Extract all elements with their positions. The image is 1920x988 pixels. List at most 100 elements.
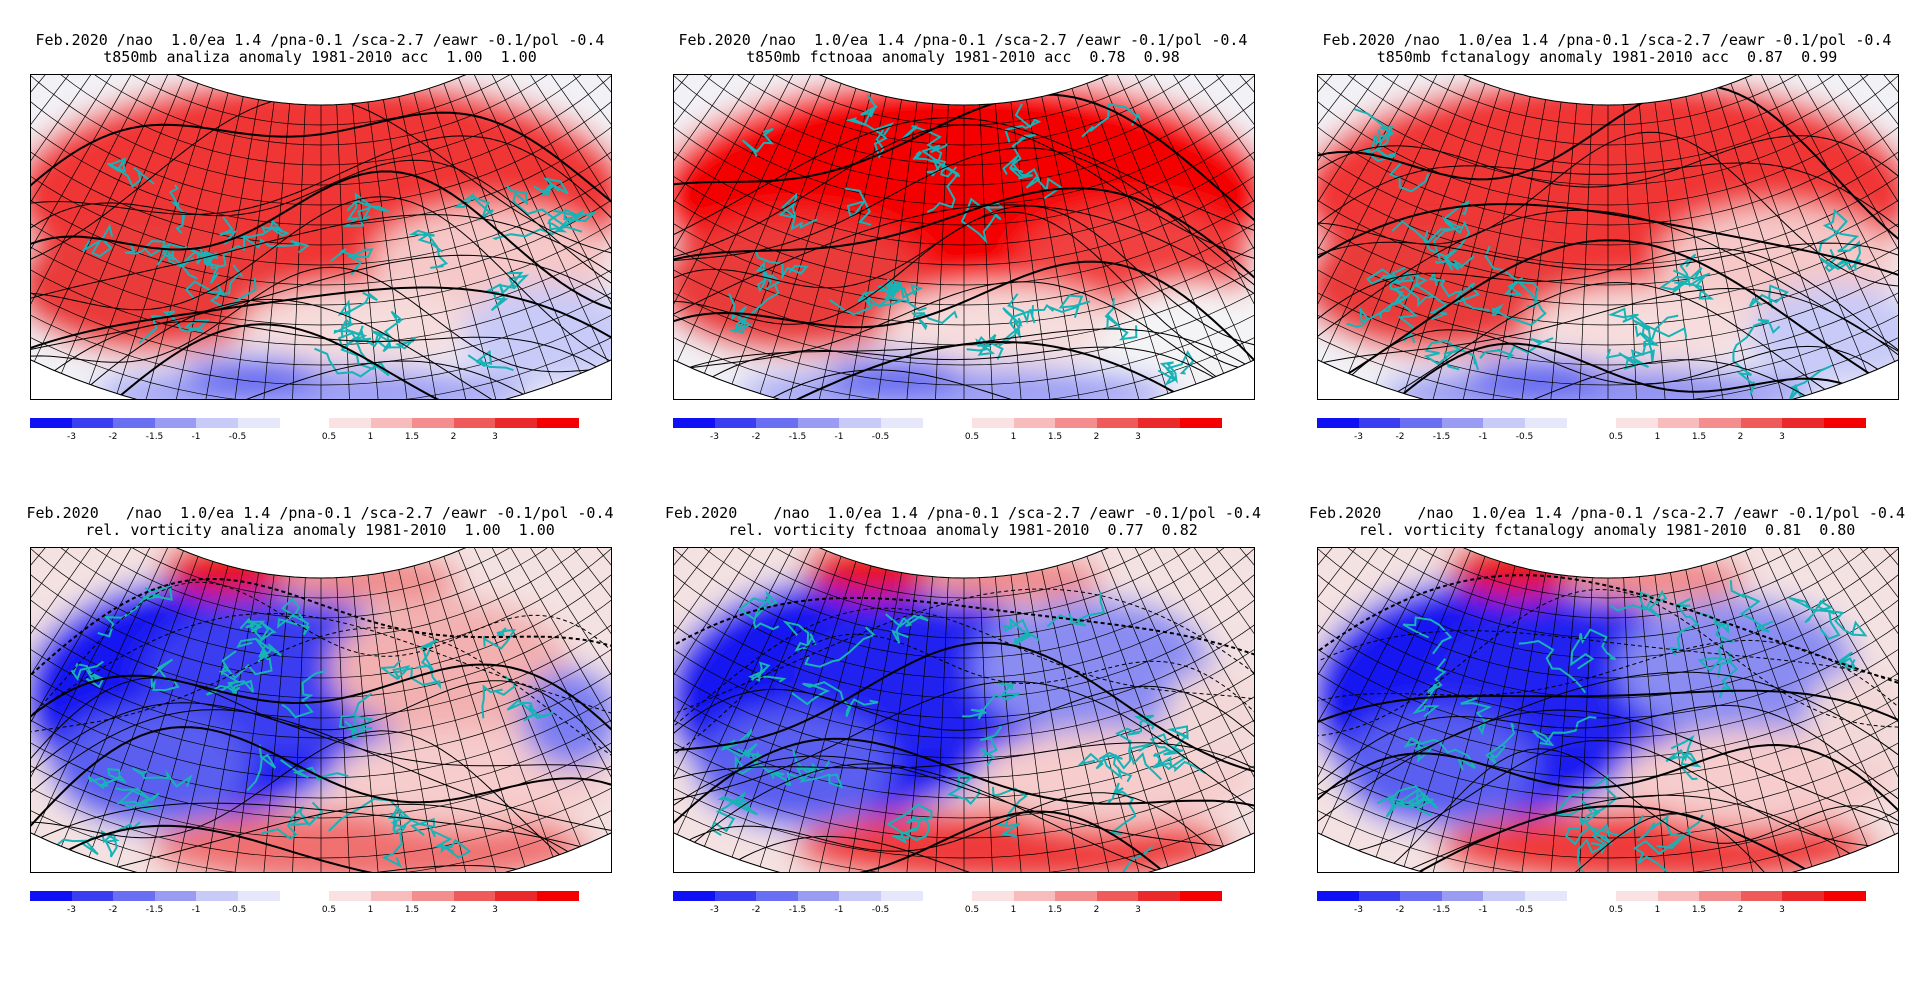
map-frame xyxy=(673,74,1255,400)
colorbar-tick-label: 1 xyxy=(1010,432,1017,442)
colorbar-swatch xyxy=(71,891,114,901)
panel-title-line1: Feb.2020 /nao 1.0/ea 1.4 /pna-0.1 /sca-2… xyxy=(678,31,1248,49)
contours xyxy=(1318,574,1898,872)
colorbar-swatch xyxy=(370,418,413,428)
colorbar-tick-label: 0.5 xyxy=(1608,905,1624,915)
colorbar-tick-label: 3 xyxy=(1135,432,1141,442)
colorbar-swatch xyxy=(1782,891,1824,901)
colorbar-swatch xyxy=(1400,891,1442,901)
panel-vort-fctnoaa: Feb.2020 /nao 1.0/ea 1.4 /pna-0.1 /sca-2… xyxy=(663,505,1263,975)
colorbar-swatch xyxy=(880,891,923,901)
colorbar-tick-label: -0.5 xyxy=(871,432,890,442)
colorbar-tick-label: 1.5 xyxy=(404,432,420,442)
colorbar: -3 -2 -1.5 -1 -0.5 0.5 1 1.5 2 3 xyxy=(1317,891,1901,917)
colorbar-swatch xyxy=(1055,891,1097,901)
colorbar-tick-label: 1.5 xyxy=(1691,905,1707,915)
colorbar-swatch xyxy=(1179,891,1222,901)
colorbar-tick-label: -1.5 xyxy=(788,432,807,442)
colorbar-swatch xyxy=(113,418,155,428)
anomaly-map xyxy=(1318,75,1898,399)
panel-title-line2: t850mb analiza anomaly 1981-2010 acc 1.0… xyxy=(103,48,537,66)
colorbar-tick-label: 1 xyxy=(367,905,374,915)
panel-title-line1: Feb.2020 /nao 1.0/ea 1.4 /pna-0.1 /sca-2… xyxy=(664,504,1262,522)
colorbar-swatch xyxy=(329,418,371,428)
colorbar-swatch xyxy=(30,418,72,428)
colorbar-tick-label: -3 xyxy=(710,432,719,442)
colorbar-tick-label: -1 xyxy=(1478,432,1488,442)
colorbar-swatch xyxy=(1616,891,1658,901)
panel-title-line1: Feb.2020 /nao 1.0/ea 1.4 /pna-0.1 /sca-2… xyxy=(1322,31,1892,49)
colorbar-tick-label: 2 xyxy=(1093,905,1100,915)
graticule xyxy=(31,548,611,872)
colorbar-swatch xyxy=(1782,418,1824,428)
contours xyxy=(1318,84,1898,399)
map-domain-outline xyxy=(1318,548,1898,872)
colorbar-swatch xyxy=(972,891,1014,901)
anomaly-map xyxy=(31,548,611,872)
colorbar-tick-label: 0.5 xyxy=(321,905,337,915)
colorbar-tick-label: 3 xyxy=(1779,905,1785,915)
colorbar-swatch xyxy=(1441,418,1484,428)
colorbar-swatch xyxy=(756,891,798,901)
panel-vort-fctanalogy: Feb.2020 /nao 1.0/ea 1.4 /pna-0.1 /sca-2… xyxy=(1307,505,1907,975)
colorbar-swatch xyxy=(1013,891,1056,901)
colorbar-swatch xyxy=(797,891,840,901)
colorbar-swatch xyxy=(756,418,798,428)
map-domain-outline xyxy=(674,548,1254,872)
map-domain-outline xyxy=(31,548,611,872)
panel-vort-analiza: Feb.2020 /nao 1.0/ea 1.4 /pna-0.1 /sca-2… xyxy=(20,505,620,975)
colorbar-swatch xyxy=(714,418,757,428)
map-domain xyxy=(674,548,1254,872)
colorbar-swatch xyxy=(1483,891,1525,901)
colorbar-swatch xyxy=(196,891,238,901)
colorbar-tick-label: -3 xyxy=(67,905,76,915)
colorbar-swatch xyxy=(839,418,881,428)
colorbar-swatch xyxy=(1317,418,1359,428)
colorbar-tick-label: -2 xyxy=(751,905,761,915)
colorbar-swatch xyxy=(237,891,280,901)
colorbar-swatch xyxy=(1740,418,1783,428)
colorbar-swatch xyxy=(1657,891,1700,901)
colorbar-tick-label: 0.5 xyxy=(1608,432,1624,442)
colorbar-swatch xyxy=(237,418,280,428)
panel-t850-fctanalogy: Feb.2020 /nao 1.0/ea 1.4 /pna-0.1 /sca-2… xyxy=(1307,32,1907,502)
panel-t850-fctnoaa: Feb.2020 /nao 1.0/ea 1.4 /pna-0.1 /sca-2… xyxy=(663,32,1263,502)
colorbar-tick-label: -1.5 xyxy=(145,432,164,442)
colorbar-tick-label: -1.5 xyxy=(1432,432,1451,442)
colorbar-swatch xyxy=(154,418,197,428)
colorbar-tick-label: -1.5 xyxy=(788,905,807,915)
colorbar-swatch xyxy=(370,891,413,901)
colorbar-swatch xyxy=(1138,891,1180,901)
colorbar-swatch xyxy=(536,418,579,428)
colorbar-tick-label: -3 xyxy=(1354,432,1363,442)
map-frame xyxy=(1317,547,1899,873)
colorbar-swatch xyxy=(1096,418,1139,428)
colorbar-tick-label: 2 xyxy=(1737,905,1744,915)
colorbar-swatch xyxy=(1441,891,1484,901)
map-frame xyxy=(1317,74,1899,400)
panel-title-line2: rel. vorticity fctnoaa anomaly 1981-2010… xyxy=(728,521,1198,539)
panel-title-line1: Feb.2020 /nao 1.0/ea 1.4 /pna-0.1 /sca-2… xyxy=(35,31,605,49)
colorbar-tick-label: 1 xyxy=(367,432,374,442)
colorbar-tick-label: -0.5 xyxy=(228,905,247,915)
colorbar-tick-label: 0.5 xyxy=(964,432,980,442)
colorbar-tick-label: 3 xyxy=(492,432,498,442)
colorbar-swatch xyxy=(495,891,537,901)
colorbar-tick-label: 0.5 xyxy=(964,905,980,915)
colorbar-swatch xyxy=(1013,418,1056,428)
colorbar-swatch xyxy=(673,891,715,901)
panel-title-line1: Feb.2020 /nao 1.0/ea 1.4 /pna-0.1 /sca-2… xyxy=(26,504,614,522)
colorbar-swatch xyxy=(412,891,454,901)
panel-title-line2: t850mb fctnoaa anomaly 1981-2010 acc 0.7… xyxy=(746,48,1180,66)
colorbar: -3 -2 -1.5 -1 -0.5 0.5 1 1.5 2 3 xyxy=(673,891,1257,917)
colorbar-swatch xyxy=(495,418,537,428)
colorbar-tick-label: 1.5 xyxy=(1047,432,1063,442)
colorbar-swatch xyxy=(972,418,1014,428)
colorbar-swatch xyxy=(1179,418,1222,428)
colorbar-swatch xyxy=(1483,418,1525,428)
colorbar-tick-label: 1.5 xyxy=(404,905,420,915)
colorbar: -3 -2 -1.5 -1 -0.5 0.5 1 1.5 2 3 xyxy=(1317,418,1901,444)
colorbar: -3 -2 -1.5 -1 -0.5 0.5 1 1.5 2 3 xyxy=(30,891,614,917)
colorbar-swatch xyxy=(1616,418,1658,428)
colorbar-swatch xyxy=(797,418,840,428)
